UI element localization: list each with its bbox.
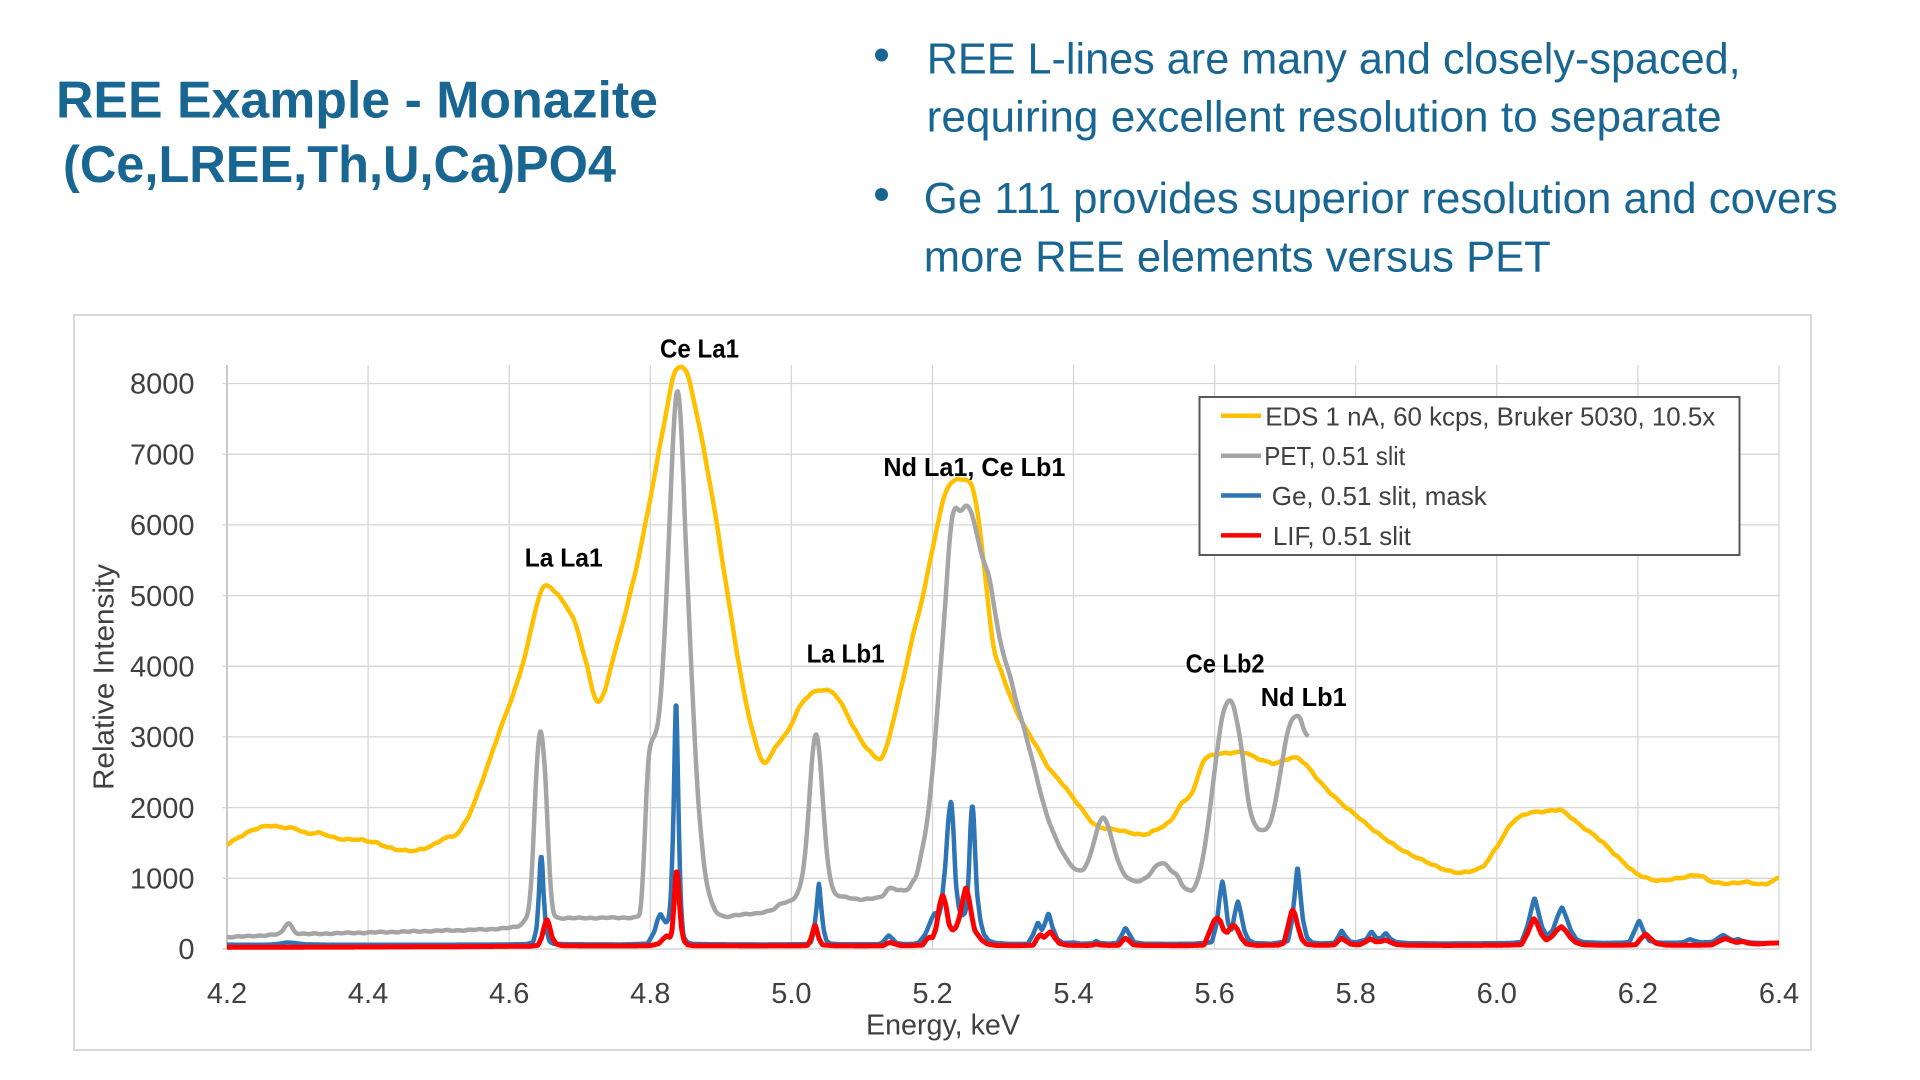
- svg-text:5.0: 5.0: [771, 978, 811, 1010]
- svg-text:1000: 1000: [130, 864, 195, 896]
- svg-text:Ge 111 provides superior resol: Ge 111 provides superior resolution and …: [924, 174, 1838, 223]
- svg-text:REE L-lines are many and close: REE L-lines are many and closely-spaced,: [927, 34, 1741, 83]
- svg-text:Relative Intensity: Relative Intensity: [89, 563, 121, 790]
- svg-text:8000: 8000: [130, 369, 195, 401]
- svg-text:7000: 7000: [130, 439, 195, 471]
- svg-text:4000: 4000: [130, 652, 195, 684]
- svg-text:4.8: 4.8: [630, 978, 670, 1010]
- svg-text:5.8: 5.8: [1336, 978, 1376, 1010]
- svg-text:Energy, keV: Energy, keV: [866, 1010, 1021, 1042]
- svg-text:EDS 1 nA, 60 kcps, Bruker 5030: EDS 1 nA, 60 kcps, Bruker 5030, 10.5x: [1265, 401, 1715, 431]
- svg-text:REE Example - Monazite: REE Example - Monazite: [56, 72, 658, 130]
- svg-text:5000: 5000: [130, 581, 195, 613]
- svg-text:requiring excellent resolution: requiring excellent resolution to separa…: [927, 93, 1722, 142]
- svg-text:La La1: La La1: [525, 542, 603, 572]
- svg-text:La Lb1: La Lb1: [807, 639, 885, 669]
- svg-text:Ge, 0.51 slit, mask: Ge, 0.51 slit, mask: [1272, 481, 1488, 511]
- svg-text:6.2: 6.2: [1618, 978, 1658, 1010]
- svg-text:4.4: 4.4: [348, 978, 388, 1010]
- svg-text:Nd Lb1: Nd Lb1: [1261, 682, 1347, 712]
- svg-text:4.2: 4.2: [207, 978, 247, 1010]
- svg-text:PET, 0.51 slit: PET, 0.51 slit: [1264, 441, 1406, 471]
- svg-text:Ce Lb2: Ce Lb2: [1186, 648, 1265, 678]
- svg-text:(Ce,LREE,Th,U,Ca)PO4: (Ce,LREE,Th,U,Ca)PO4: [63, 136, 616, 194]
- svg-text:6.4: 6.4: [1759, 978, 1799, 1010]
- svg-text:4.6: 4.6: [489, 978, 529, 1010]
- svg-text:Nd La1, Ce Lb1: Nd La1, Ce Lb1: [883, 452, 1065, 482]
- svg-text:5.4: 5.4: [1053, 978, 1093, 1010]
- svg-text:6.0: 6.0: [1477, 978, 1517, 1010]
- svg-text:2000: 2000: [130, 793, 195, 825]
- svg-text:LIF, 0.51 slit: LIF, 0.51 slit: [1273, 521, 1412, 551]
- svg-text:0: 0: [178, 934, 194, 966]
- svg-text:5.2: 5.2: [912, 978, 952, 1010]
- svg-text:3000: 3000: [130, 722, 195, 754]
- svg-text:Ce La1: Ce La1: [660, 334, 739, 364]
- svg-text:6000: 6000: [130, 510, 195, 542]
- svg-text:more REE elements versus PET: more REE elements versus PET: [924, 233, 1551, 282]
- svg-text:5.6: 5.6: [1194, 978, 1234, 1010]
